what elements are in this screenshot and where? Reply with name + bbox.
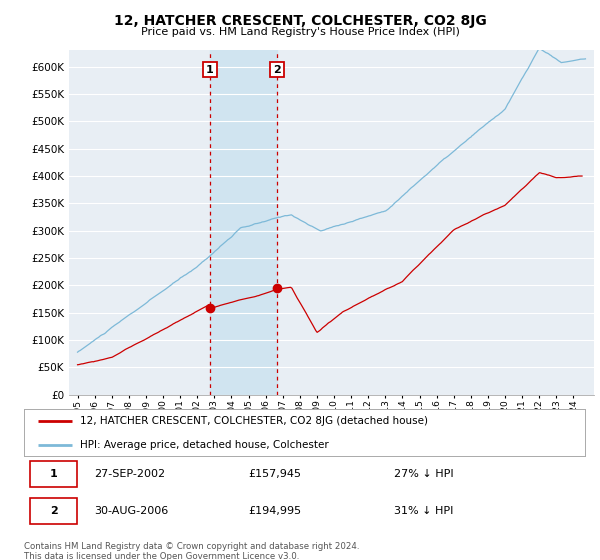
Text: Contains HM Land Registry data © Crown copyright and database right 2024.
This d: Contains HM Land Registry data © Crown c… (24, 542, 359, 560)
Text: 1: 1 (50, 469, 58, 479)
Bar (210, 50, 277, 395)
Text: 27% ↓ HPI: 27% ↓ HPI (394, 469, 454, 479)
Text: HPI: Average price, detached house, Colchester: HPI: Average price, detached house, Colc… (80, 440, 329, 450)
Text: 2: 2 (50, 506, 58, 516)
Text: Price paid vs. HM Land Registry's House Price Index (HPI): Price paid vs. HM Land Registry's House … (140, 27, 460, 37)
Text: 1: 1 (206, 64, 214, 74)
Text: £194,995: £194,995 (248, 506, 302, 516)
Text: £157,945: £157,945 (248, 469, 301, 479)
Text: 2: 2 (273, 64, 281, 74)
Text: 12, HATCHER CRESCENT, COLCHESTER, CO2 8JG (detached house): 12, HATCHER CRESCENT, COLCHESTER, CO2 8J… (80, 416, 428, 426)
Text: 27-SEP-2002: 27-SEP-2002 (94, 469, 165, 479)
FancyBboxPatch shape (29, 498, 77, 524)
Text: 30-AUG-2006: 30-AUG-2006 (94, 506, 169, 516)
FancyBboxPatch shape (29, 460, 77, 487)
Text: 31% ↓ HPI: 31% ↓ HPI (394, 506, 454, 516)
Text: 12, HATCHER CRESCENT, COLCHESTER, CO2 8JG: 12, HATCHER CRESCENT, COLCHESTER, CO2 8J… (113, 14, 487, 28)
